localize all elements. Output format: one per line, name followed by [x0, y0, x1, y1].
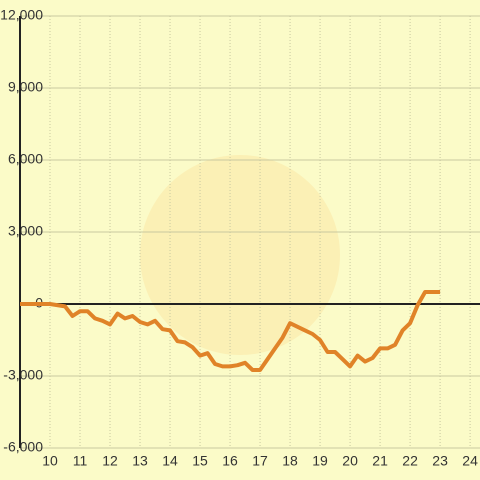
data-line	[20, 290, 441, 372]
x-tick-label: 15	[192, 453, 208, 469]
x-tick-label: 12	[102, 453, 118, 469]
x-tick-label: 19	[312, 453, 328, 469]
y-tick-label: -3,000	[3, 367, 43, 383]
x-tick-label: 24	[462, 453, 478, 469]
y-tick-label: 6,000	[8, 151, 43, 167]
x-tick-label: 16	[222, 453, 238, 469]
x-tick-label: 11	[73, 453, 88, 469]
y-tick-label: -6,000	[3, 439, 43, 455]
x-tick-label: 21	[372, 453, 388, 469]
x-tick-label: 14	[162, 453, 178, 469]
y-tick-label: 3,000	[8, 223, 43, 239]
x-tick-label: 13	[132, 453, 148, 469]
x-tick-label: 18	[282, 453, 298, 469]
x-tick-label: 10	[42, 453, 58, 469]
y-tick-label: 12,000	[0, 7, 43, 23]
x-tick-label: 20	[342, 453, 358, 469]
x-tick-label: 17	[252, 453, 268, 469]
x-tick-label: 23	[432, 453, 448, 469]
y-tick-label: 9,000	[8, 79, 43, 95]
x-tick-label: 22	[402, 453, 418, 469]
